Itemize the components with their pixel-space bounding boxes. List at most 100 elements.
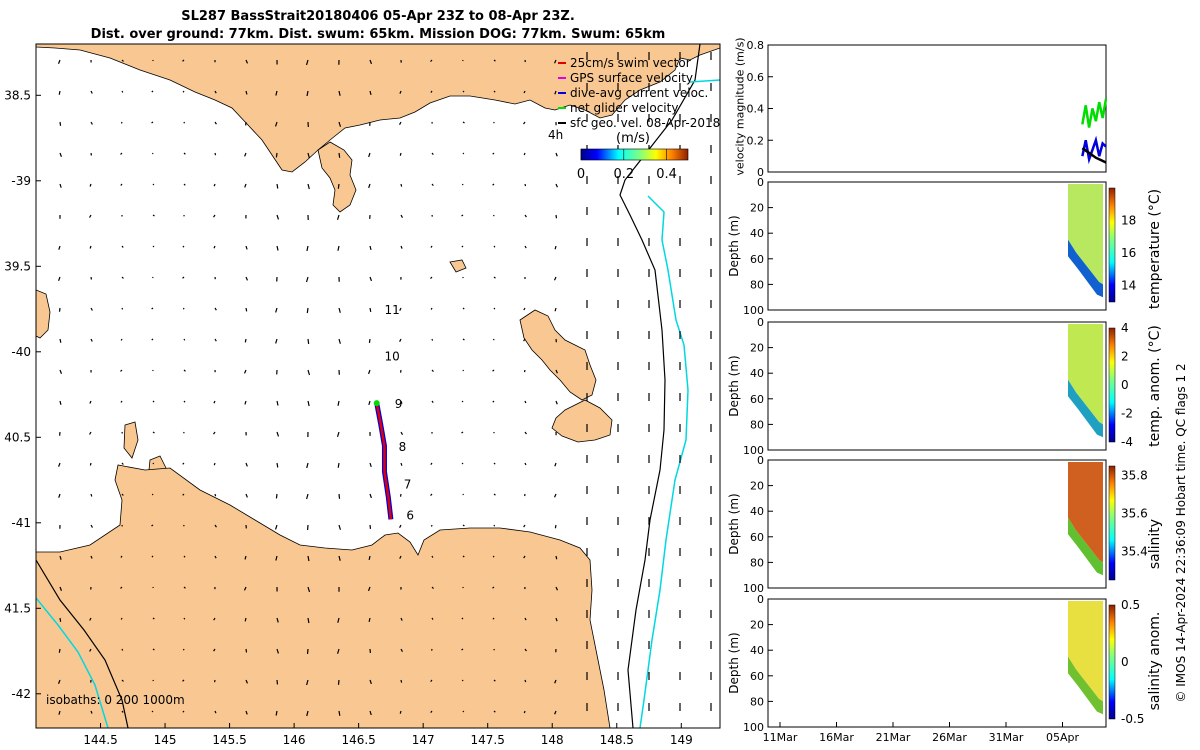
velocity-arrow <box>183 369 186 372</box>
velocity-arrow <box>338 307 341 313</box>
profile-data-lower <box>1068 239 1103 298</box>
velocity-arrow <box>90 555 93 559</box>
profile-frame <box>767 459 1107 589</box>
velocity-arrow <box>121 276 124 279</box>
velocity-arrow <box>492 183 495 186</box>
velocity-arrow <box>462 152 465 155</box>
map-ytick-label: -40 <box>11 345 31 359</box>
velocity-arrow <box>462 307 465 310</box>
velocity-arrow <box>368 183 371 189</box>
velocity-series-line <box>1081 98 1108 128</box>
velocity-arrow <box>151 524 154 527</box>
profile-colorbar <box>1108 465 1116 581</box>
profile-colorbar <box>1108 187 1116 303</box>
velocity-arrow <box>306 679 309 686</box>
profile-data-lower <box>1068 656 1103 715</box>
velocity-arrow <box>152 648 155 651</box>
velocity-arrow <box>59 152 63 157</box>
velocity-arrow <box>307 555 310 562</box>
profile-ytick-label: 40 <box>750 367 764 380</box>
velocity-arrow <box>182 710 185 713</box>
velocity-arrow <box>461 648 464 651</box>
profile-ytick-label: 80 <box>750 278 764 291</box>
profile-ytick-label: 20 <box>750 480 764 493</box>
chart-title-line2: Dist. over ground: 77km. Dist. swum: 65k… <box>90 27 666 42</box>
velocity-arrow <box>307 617 310 624</box>
velocity-arrow <box>462 338 465 341</box>
velocity-arrow <box>58 90 61 95</box>
velocity-arrow <box>369 462 372 468</box>
profile-ytick-label: 0 <box>757 176 764 189</box>
profile-ylabel: Depth (m) <box>727 355 741 416</box>
velocity-arrow <box>58 462 61 467</box>
velocity-arrow <box>368 338 371 343</box>
legend-label: net glider velocity <box>570 101 678 115</box>
profile-data-upper <box>1068 184 1103 285</box>
velocity-arrow <box>523 338 526 342</box>
velocity-arrow <box>59 400 62 405</box>
time-xtick-label: 05Apr <box>1046 731 1080 744</box>
velocity-arrow <box>554 462 557 467</box>
velocity-arrow <box>524 245 527 249</box>
velocity-arrow <box>461 617 464 620</box>
profile-colorbar <box>1108 604 1116 720</box>
velocity-arrow <box>554 90 557 95</box>
velocity-arrow <box>120 183 123 186</box>
velocity-arrow <box>89 617 92 621</box>
velocity-arrow <box>244 338 247 343</box>
velocity-arrow <box>305 276 309 283</box>
profile-colorbar-tick: -0.5 <box>1121 712 1144 726</box>
velocity-arrow <box>244 617 247 622</box>
map-ytick-label: 40.5 <box>4 430 31 444</box>
profile-data-upper <box>1068 324 1103 425</box>
day-marker-label: 7 <box>404 478 412 492</box>
velocity-arrow <box>399 152 402 156</box>
velocity-arrow <box>120 586 123 589</box>
velocity-arrow <box>369 59 373 65</box>
velocity-arrow <box>151 493 154 496</box>
velocity-arrow <box>275 493 278 499</box>
velocity-arrow <box>430 59 433 62</box>
profile-frame <box>767 181 1107 311</box>
velocity-arrow <box>275 307 278 313</box>
velocity-arrow <box>367 586 371 592</box>
velocity-arrow <box>400 400 403 404</box>
profile-ytick-label: 0 <box>757 454 764 467</box>
isobath-west-200m <box>36 597 109 728</box>
velocity-arrow <box>89 245 92 249</box>
velocity-arrow <box>338 121 342 127</box>
velocity-arrow <box>182 59 185 62</box>
map-xtick-label: 145 <box>154 733 177 747</box>
velocity-arrow <box>493 524 496 527</box>
velocity-arrow <box>399 524 402 528</box>
velocity-arrow <box>120 555 123 558</box>
chart-title-line1: SL287 BassStrait20180406 05-Apr 23Z to 0… <box>181 9 575 24</box>
velocity-arrow <box>523 524 526 528</box>
velocity-arrow <box>213 617 216 621</box>
day-marker-label: 8 <box>399 440 407 454</box>
velocity-arrow <box>492 617 495 620</box>
velocity-arrow <box>214 493 217 497</box>
velocity-arrow <box>244 555 247 560</box>
velocity-arrow <box>183 586 186 589</box>
velocity-arrow <box>89 431 92 435</box>
velocity-arrow <box>430 710 433 713</box>
velocity-arrow <box>369 307 372 312</box>
velocity-arrow <box>90 524 94 528</box>
velocity-arrow <box>182 307 185 310</box>
velocity-arrow <box>276 183 279 189</box>
velocity-arrow <box>182 462 185 465</box>
velocity-arrow <box>152 245 155 248</box>
velocity-arrow <box>120 369 123 372</box>
velocity-arrow <box>430 462 433 465</box>
velocity-arrow <box>523 90 526 94</box>
profile-colorbar-tick: 35.4 <box>1121 545 1148 559</box>
velocity-arrow <box>90 307 93 311</box>
profile-ytick-label: 80 <box>750 418 764 431</box>
velocity-arrow <box>369 90 372 96</box>
day-markers: 11 10 9 8 7 6 <box>384 303 414 522</box>
kent-island <box>449 259 467 273</box>
velocity-arrow <box>399 90 402 94</box>
profile-colorbar <box>1108 327 1116 443</box>
